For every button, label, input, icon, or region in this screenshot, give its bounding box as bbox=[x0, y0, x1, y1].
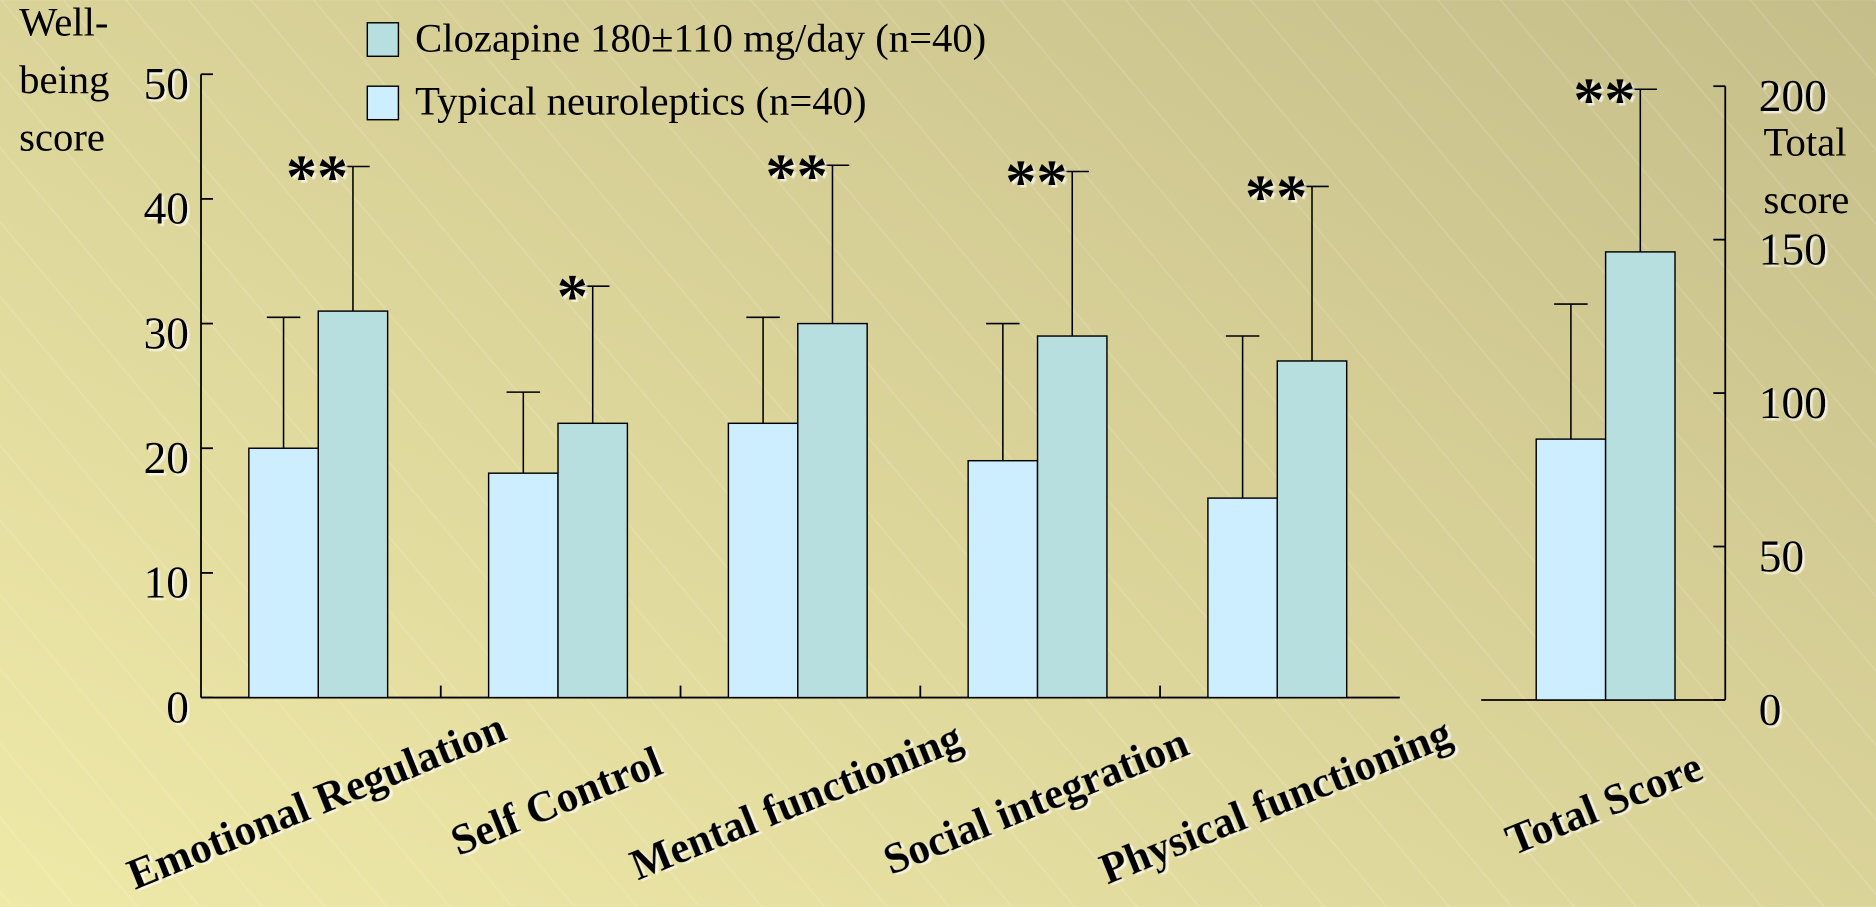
error-bar bbox=[1554, 303, 1588, 440]
error-bar bbox=[1055, 170, 1089, 337]
error-bar bbox=[986, 322, 1020, 461]
bar bbox=[797, 322, 868, 699]
y-axis-label: being bbox=[19, 57, 109, 102]
legend-label: Clozapine 180±110 mg/day (n=40) bbox=[415, 15, 986, 60]
y-axis-label: score bbox=[19, 115, 105, 160]
y-tick-label: 30 bbox=[144, 307, 189, 358]
y-axis-label: Well- bbox=[19, 0, 108, 45]
bar bbox=[557, 422, 629, 699]
significance-marker: ** bbox=[1005, 149, 1067, 217]
error-bar bbox=[815, 164, 850, 324]
bar bbox=[1207, 497, 1279, 699]
legend-label: Typical neuroleptics (n=40) bbox=[415, 79, 866, 124]
bar bbox=[727, 422, 799, 699]
significance-marker: ** bbox=[1573, 66, 1635, 134]
y-axis-label: score bbox=[1764, 177, 1850, 222]
bar bbox=[1535, 438, 1607, 701]
y-tick-label: 50 bbox=[144, 58, 189, 109]
y-tick-label: 0 bbox=[166, 681, 189, 732]
error-bar bbox=[575, 285, 610, 424]
bar bbox=[1036, 335, 1108, 699]
error-bar bbox=[506, 391, 541, 474]
error-bar bbox=[1623, 88, 1658, 252]
bar bbox=[248, 447, 319, 699]
bar bbox=[1604, 251, 1676, 701]
significance-marker: ** bbox=[765, 142, 827, 210]
y-tick-label: 20 bbox=[144, 432, 189, 483]
bar bbox=[1276, 360, 1348, 699]
y-tick-label: 50 bbox=[1759, 530, 1804, 581]
legend-swatch bbox=[366, 85, 400, 121]
error-bar bbox=[746, 316, 780, 424]
bar bbox=[967, 459, 1039, 699]
bar bbox=[317, 310, 389, 699]
significance-marker: ** bbox=[286, 144, 348, 212]
error-bar bbox=[1225, 335, 1260, 499]
legend-swatch bbox=[366, 22, 400, 58]
significance-marker: * bbox=[557, 263, 588, 331]
y-tick-label: 0 bbox=[1759, 684, 1782, 735]
y-axis-label: Total bbox=[1764, 119, 1847, 164]
significance-marker: ** bbox=[1245, 163, 1307, 231]
y-tick-label: 100 bbox=[1759, 377, 1827, 428]
y-tick-label: 200 bbox=[1759, 70, 1827, 121]
y-tick-label: 10 bbox=[144, 557, 189, 608]
y-tick-label: 150 bbox=[1759, 223, 1827, 274]
error-bar bbox=[336, 165, 370, 312]
y-tick-label: 40 bbox=[144, 183, 189, 234]
error-bar bbox=[266, 316, 301, 449]
bar bbox=[487, 472, 559, 699]
error-bar bbox=[1295, 185, 1329, 361]
